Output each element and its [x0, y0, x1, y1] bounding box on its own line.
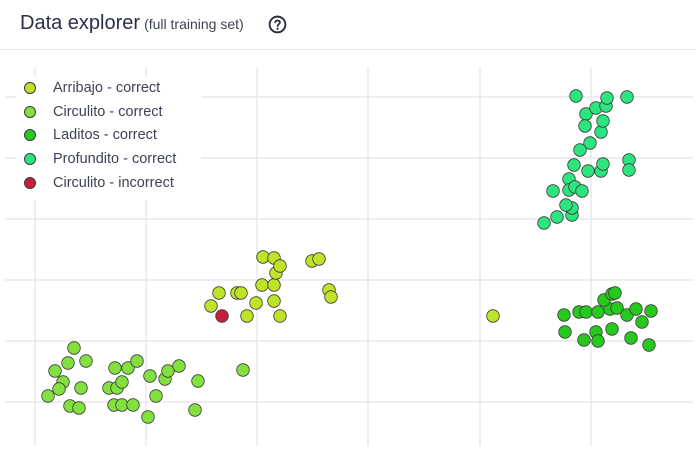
- legend-marker: [24, 105, 36, 118]
- legend-label: Profundito - correct: [53, 151, 177, 168]
- data-point-profundito-correct[interactable]: [537, 216, 551, 230]
- data-point-profundito-correct[interactable]: [596, 157, 610, 171]
- data-point-circulito-correct[interactable]: [126, 398, 140, 412]
- data-point-arribajo-correct[interactable]: [324, 290, 338, 304]
- data-point-arribajo-correct[interactable]: [273, 259, 287, 273]
- data-point-arribajo-correct[interactable]: [486, 309, 500, 323]
- data-point-arribajo-correct[interactable]: [204, 299, 218, 313]
- data-point-profundito-correct[interactable]: [567, 158, 581, 172]
- data-point-circulito-correct[interactable]: [141, 410, 155, 424]
- data-point-circulito-correct[interactable]: [72, 401, 86, 415]
- data-point-circulito-correct[interactable]: [191, 374, 205, 388]
- data-point-circulito-correct[interactable]: [172, 359, 186, 373]
- data-point-arribajo-correct[interactable]: [267, 278, 281, 292]
- data-point-circulito-correct[interactable]: [48, 364, 62, 378]
- data-point-arribajo-correct[interactable]: [249, 296, 263, 310]
- data-point-profundito-correct[interactable]: [622, 163, 636, 177]
- help-question-icon[interactable]: [268, 15, 287, 34]
- data-point-circulito-correct[interactable]: [143, 369, 157, 383]
- data-point-circulito-correct[interactable]: [41, 389, 55, 403]
- legend-label: Circulito - incorrect: [53, 174, 174, 191]
- data-point-arribajo-correct[interactable]: [273, 309, 287, 323]
- data-point-circulito-correct[interactable]: [236, 363, 250, 377]
- data-point-profundito-correct[interactable]: [575, 184, 589, 198]
- data-point-circulito-incorrect[interactable]: [215, 309, 229, 323]
- data-point-laditos-correct[interactable]: [557, 308, 571, 322]
- data-point-profundito-correct[interactable]: [583, 136, 597, 150]
- legend-item[interactable]: Circulito - correct: [24, 101, 163, 123]
- legend-label: Circulito - correct: [53, 103, 163, 120]
- data-point-profundito-correct[interactable]: [581, 164, 595, 178]
- data-point-circulito-correct[interactable]: [79, 354, 93, 368]
- legend-label: Laditos - correct: [53, 127, 157, 144]
- data-point-circulito-correct[interactable]: [149, 389, 163, 403]
- data-point-arribajo-correct[interactable]: [240, 309, 254, 323]
- legend-item[interactable]: Laditos - correct: [24, 124, 157, 146]
- legend-marker: [24, 82, 36, 94]
- data-point-circulito-correct[interactable]: [121, 361, 135, 375]
- data-point-circulito-correct[interactable]: [108, 361, 122, 375]
- data-point-profundito-correct[interactable]: [578, 119, 592, 133]
- data-point-laditos-correct[interactable]: [624, 331, 638, 345]
- data-point-laditos-correct[interactable]: [608, 286, 622, 300]
- data-point-arribajo-correct[interactable]: [234, 286, 248, 300]
- data-point-circulito-correct[interactable]: [52, 382, 66, 396]
- data-point-laditos-correct[interactable]: [579, 305, 593, 319]
- data-point-circulito-correct[interactable]: [188, 403, 202, 417]
- data-point-laditos-correct[interactable]: [591, 334, 605, 348]
- data-point-arribajo-correct[interactable]: [255, 278, 269, 292]
- page-subtitle: (full training set): [144, 16, 244, 32]
- data-point-profundito-correct[interactable]: [600, 91, 614, 105]
- data-point-circulito-correct[interactable]: [161, 364, 175, 378]
- data-point-profundito-correct[interactable]: [546, 184, 560, 198]
- data-point-arribajo-correct[interactable]: [212, 286, 226, 300]
- data-point-laditos-correct[interactable]: [629, 302, 643, 316]
- data-point-arribajo-correct[interactable]: [312, 252, 326, 266]
- data-point-laditos-correct[interactable]: [577, 333, 591, 347]
- legend-item[interactable]: Arribajo - correct: [24, 77, 160, 99]
- scatter-plot[interactable]: [0, 50, 696, 460]
- legend-marker: [24, 176, 36, 189]
- data-point-profundito-correct[interactable]: [596, 114, 610, 128]
- data-point-laditos-correct[interactable]: [605, 322, 619, 336]
- data-point-laditos-correct[interactable]: [644, 304, 658, 318]
- data-point-arribajo-correct[interactable]: [267, 294, 281, 308]
- legend-marker: [24, 129, 36, 142]
- legend-marker: [24, 153, 36, 166]
- data-point-laditos-correct[interactable]: [591, 305, 605, 319]
- data-point-profundito-correct[interactable]: [569, 89, 583, 103]
- legend-label: Arribajo - correct: [53, 80, 161, 96]
- data-point-profundito-correct[interactable]: [594, 125, 608, 139]
- legend-item[interactable]: Circulito - incorrect: [24, 172, 174, 194]
- data-point-circulito-correct[interactable]: [61, 356, 75, 370]
- legend-item[interactable]: Profundito - correct: [24, 148, 176, 170]
- data-point-laditos-correct[interactable]: [642, 338, 656, 352]
- title-text: Data explorer: [20, 12, 141, 34]
- data-point-profundito-correct[interactable]: [573, 143, 587, 157]
- header-bar: Data explorer (full training set): [0, 0, 696, 50]
- data-point-profundito-correct[interactable]: [620, 90, 634, 104]
- data-point-circulito-correct[interactable]: [74, 381, 88, 395]
- data-point-profundito-correct[interactable]: [550, 210, 564, 224]
- data-point-profundito-correct[interactable]: [559, 198, 573, 212]
- legend: Arribajo - correct Circulito - correct Lad…: [16, 76, 201, 200]
- data-point-laditos-correct[interactable]: [610, 301, 624, 315]
- data-point-laditos-correct[interactable]: [635, 315, 649, 329]
- data-point-circulito-correct[interactable]: [67, 341, 81, 355]
- data-point-circulito-correct[interactable]: [115, 375, 129, 389]
- page-title: Data explorer (full training set): [20, 12, 244, 35]
- data-point-laditos-correct[interactable]: [558, 325, 572, 339]
- data-point-circulito-correct[interactable]: [130, 354, 144, 368]
